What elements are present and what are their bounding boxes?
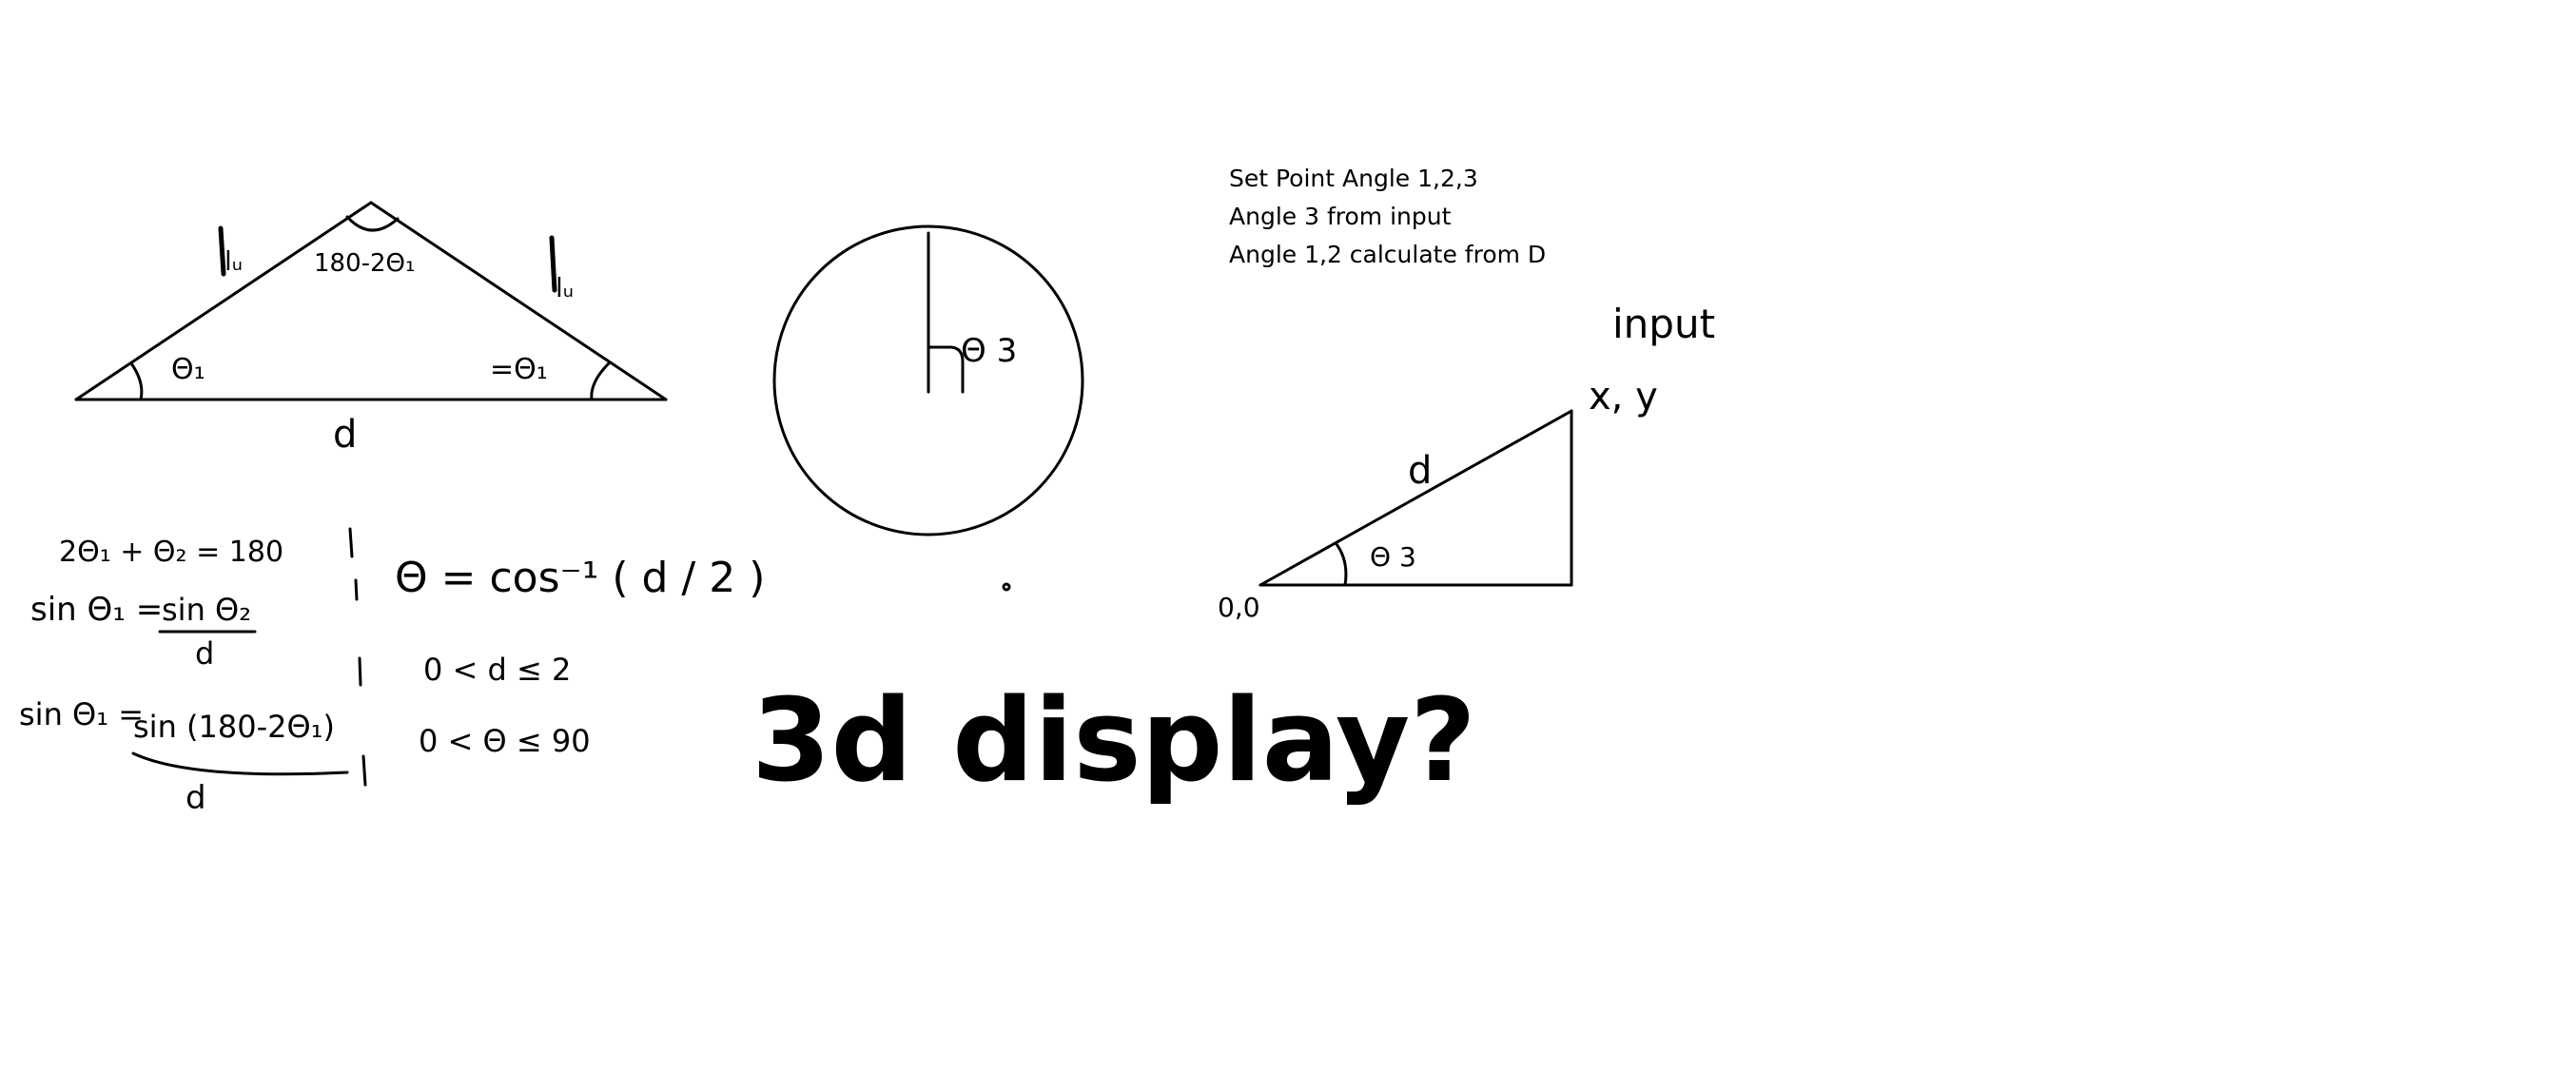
range-theta: 0 < Θ ≤ 90: [419, 723, 591, 759]
input-label: input: [1612, 301, 1715, 347]
origin-label: 0,0: [1218, 592, 1260, 623]
equation-sine2-numerator: sin (180-2Θ₁): [133, 709, 335, 745]
left-side-label: lᵤ: [224, 245, 243, 277]
divider-segment: [361, 754, 367, 787]
left-angle-arc: [129, 361, 144, 401]
display-question: 3d display?: [751, 675, 1476, 808]
hypotenuse-label: d: [1408, 449, 1432, 493]
note-line-1: Set Point Angle 1,2,3: [1229, 165, 1478, 192]
equation-sine-denominator: d: [195, 635, 214, 672]
divider-segment: [348, 527, 354, 558]
base-label: d: [333, 413, 357, 457]
right-triangle-angle-label: Θ 3: [1370, 541, 1416, 573]
note-line-2: Angle 3 from input: [1229, 203, 1452, 230]
fraction-bar-2: [131, 751, 349, 776]
left-angle-label: Θ₁: [171, 353, 205, 386]
divider-segment: [358, 656, 362, 687]
divider-segment: [354, 578, 359, 601]
point-label: x, y: [1589, 375, 1658, 419]
triangle-left-side: [74, 201, 373, 401]
equation-sine-numerator: sin Θ₂: [162, 592, 251, 628]
circle-angle-marker: [927, 345, 965, 394]
left-side-mark: [218, 225, 226, 277]
apex-angle-arc: [345, 215, 400, 232]
stray-dot: [1002, 582, 1011, 592]
right-triangle-angle-arc: [1335, 542, 1348, 587]
triangle-right-side: [369, 201, 668, 401]
note-line-3: Angle 1,2 calculate from D: [1229, 241, 1547, 268]
right-triangle: [1259, 409, 1573, 587]
right-side-label: lᵤ: [556, 272, 574, 303]
right-side-mark: [549, 235, 557, 293]
right-angle-arc: [590, 361, 611, 401]
equation-sine2-denominator: d: [185, 779, 206, 817]
circle-outline: [772, 224, 1084, 536]
theta-formula: Θ = cos⁻¹ ( d / 2 ): [395, 554, 765, 602]
right-triangle-hypotenuse: [1259, 409, 1573, 587]
right-angle-label: =Θ₁: [490, 353, 548, 386]
equation-sine-lhs: sin Θ₁ =: [30, 591, 163, 629]
notes-block: Set Point Angle 1,2,3 Angle 3 from input…: [1229, 160, 1546, 274]
equation-sine2-lhs: sin Θ₁ =: [19, 696, 144, 732]
apex-angle-label: 180-2Θ₁: [314, 249, 415, 278]
range-d: 0 < d ≤ 2: [423, 652, 571, 688]
rotation-circle: [772, 224, 1084, 592]
equation-divider: [348, 527, 367, 787]
equation-angle-sum: 2Θ₁ + Θ₂ = 180: [59, 536, 283, 569]
isosceles-triangle: [74, 201, 668, 401]
circle-angle-label: Θ 3: [961, 332, 1017, 370]
